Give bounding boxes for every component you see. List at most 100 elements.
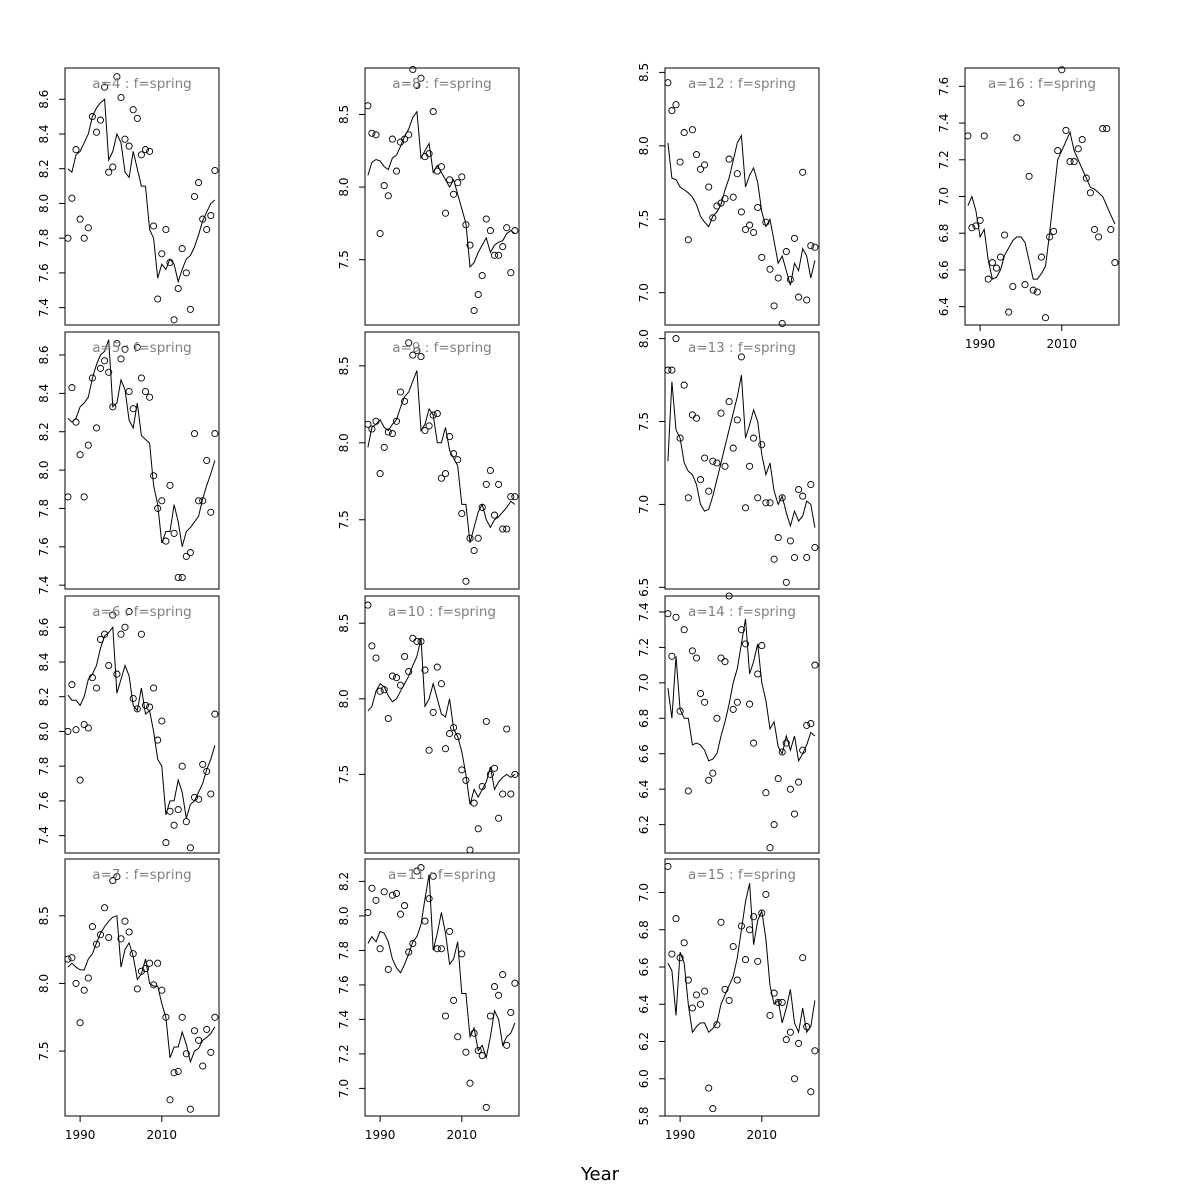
fitted-line bbox=[67, 915, 216, 1064]
observed-point bbox=[668, 366, 676, 374]
observed-point bbox=[762, 890, 770, 898]
observed-point bbox=[470, 546, 478, 555]
observed-point bbox=[474, 290, 482, 299]
observed-point bbox=[441, 745, 450, 753]
y-tick-label: 6.5 bbox=[637, 578, 651, 597]
observed-point bbox=[799, 746, 807, 754]
y-tick-label: 7.8 bbox=[337, 941, 351, 960]
plot-frame bbox=[364, 595, 520, 854]
observed-point bbox=[364, 601, 372, 609]
observed-point bbox=[113, 670, 121, 678]
observed-point bbox=[741, 225, 750, 234]
observed-point bbox=[717, 918, 725, 926]
fitted-line bbox=[967, 130, 1116, 280]
observed-point bbox=[766, 499, 774, 507]
observed-point bbox=[150, 222, 158, 230]
y-tick-label: 8.0 bbox=[37, 461, 51, 480]
observed-point bbox=[782, 1036, 790, 1044]
observed-point bbox=[125, 928, 133, 936]
observed-point bbox=[458, 950, 466, 958]
observed-point bbox=[754, 203, 762, 212]
observed-point bbox=[811, 243, 819, 251]
y-tick-label: 6.8 bbox=[637, 920, 651, 939]
observed-point bbox=[392, 674, 401, 682]
y-tick-label: 6.8 bbox=[637, 709, 651, 728]
observed-point bbox=[372, 896, 380, 904]
observed-point bbox=[372, 417, 380, 425]
panel-a8: a=8 : f=spring 7.5 8.0 8.5 bbox=[337, 65, 520, 326]
observed-point bbox=[770, 555, 778, 563]
observed-point bbox=[746, 926, 754, 934]
observed-point bbox=[721, 658, 729, 666]
observed-point bbox=[199, 1062, 207, 1070]
observed-point bbox=[150, 684, 158, 692]
observed-point bbox=[364, 420, 372, 428]
panel-title: a=9 : f=spring bbox=[392, 340, 491, 356]
observed-point bbox=[182, 552, 190, 560]
observed-point bbox=[178, 245, 186, 253]
y-tick-label: 7.0 bbox=[637, 673, 651, 692]
x-tick-label: 2010 bbox=[447, 1128, 478, 1142]
observed-point bbox=[433, 167, 441, 175]
observed-point bbox=[499, 790, 507, 798]
observed-point bbox=[462, 221, 470, 229]
observed-point bbox=[750, 228, 758, 237]
observed-point bbox=[790, 553, 799, 562]
observed-point bbox=[158, 986, 166, 994]
observed-point bbox=[162, 839, 170, 847]
y-tick-label: 5.8 bbox=[637, 1106, 651, 1125]
observed-point bbox=[1062, 126, 1070, 134]
observed-point bbox=[121, 623, 129, 631]
observed-point bbox=[478, 782, 486, 791]
observed-point bbox=[466, 534, 474, 542]
plot-frame bbox=[64, 595, 220, 854]
observed-point bbox=[182, 269, 190, 277]
observed-point bbox=[72, 726, 80, 734]
observed-point bbox=[121, 135, 129, 143]
observed-point bbox=[799, 168, 807, 176]
observed-point bbox=[101, 83, 109, 91]
observed-point bbox=[388, 672, 396, 680]
observed-point bbox=[725, 398, 733, 406]
observed-point bbox=[372, 131, 380, 139]
observed-point bbox=[729, 193, 737, 201]
y-tick-label: 7.5 bbox=[37, 1042, 51, 1061]
y-tick-label: 8.5 bbox=[37, 906, 51, 925]
y-tick-label: 7.0 bbox=[637, 495, 651, 514]
plot-frame bbox=[664, 858, 820, 1117]
observed-point bbox=[186, 1105, 194, 1113]
observed-point bbox=[490, 764, 499, 772]
observed-point bbox=[207, 790, 215, 798]
observed-point bbox=[1033, 288, 1041, 296]
observed-point bbox=[384, 714, 392, 723]
observed-point bbox=[972, 222, 980, 230]
observed-point bbox=[437, 163, 445, 171]
observed-point bbox=[482, 480, 490, 488]
observed-point bbox=[409, 351, 417, 359]
observed-point bbox=[125, 142, 133, 150]
observed-point bbox=[696, 476, 705, 484]
observed-point bbox=[733, 698, 741, 706]
observed-point bbox=[417, 74, 425, 82]
observed-point bbox=[364, 908, 372, 917]
observed-point bbox=[137, 151, 145, 159]
observed-point bbox=[807, 242, 815, 250]
observed-point bbox=[174, 573, 182, 582]
observed-point bbox=[511, 493, 519, 501]
panel-a13: a=13 : f=spring 6.5 7.0 7.5 8.0 bbox=[637, 329, 820, 597]
y-tick-label: 8.5 bbox=[637, 63, 651, 82]
observed-point bbox=[384, 428, 392, 436]
observed-point bbox=[154, 959, 162, 967]
observed-point bbox=[795, 293, 803, 301]
plot-frame bbox=[64, 858, 220, 1117]
observed-point bbox=[133, 985, 141, 993]
observed-point bbox=[384, 965, 392, 973]
observed-point bbox=[68, 681, 76, 689]
y-tick-label: 8.5 bbox=[337, 105, 351, 124]
observed-point bbox=[105, 661, 113, 670]
observed-point bbox=[786, 275, 794, 284]
observed-point bbox=[64, 493, 72, 501]
observed-point bbox=[154, 736, 162, 744]
observed-point bbox=[182, 818, 190, 826]
observed-point bbox=[166, 807, 174, 815]
